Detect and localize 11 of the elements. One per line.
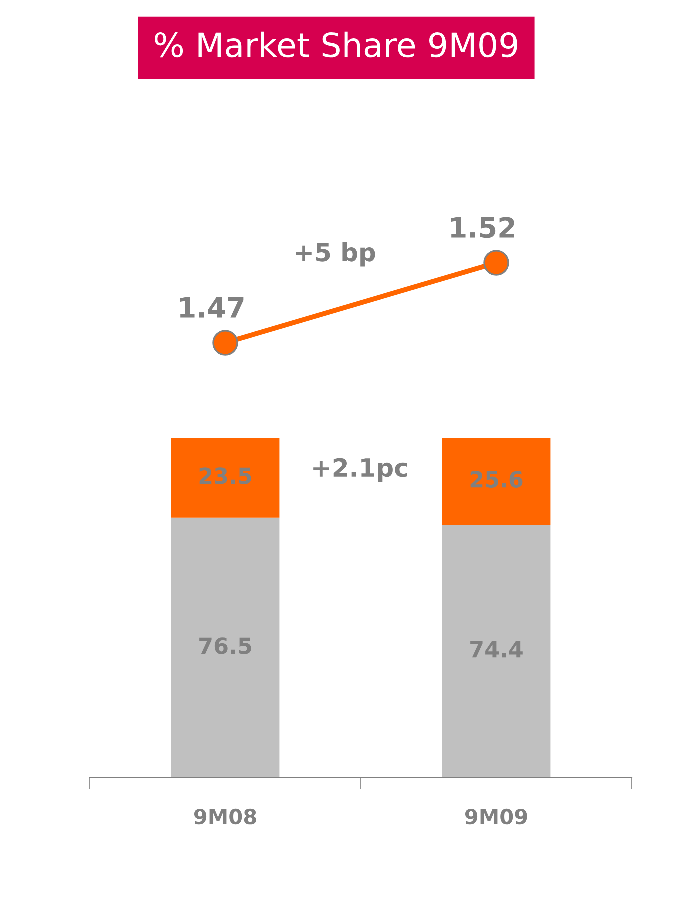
data-label: 1.47 bbox=[180, 298, 244, 318]
data-label: 76.5 bbox=[200, 638, 252, 654]
x-tick-label: 9M08 bbox=[194, 808, 256, 825]
data-label: 1.52 bbox=[451, 217, 514, 238]
data-label: 25.6 bbox=[470, 471, 523, 488]
chart-title: % Market Share 9M09 bbox=[155, 32, 518, 58]
data-label: 74.4 bbox=[470, 641, 523, 658]
data-label: 23.5 bbox=[200, 468, 252, 484]
annotation: +2.1pc bbox=[314, 458, 408, 482]
annotation: +5 bp bbox=[296, 242, 376, 267]
x-tick-label: 9M09 bbox=[465, 808, 528, 825]
